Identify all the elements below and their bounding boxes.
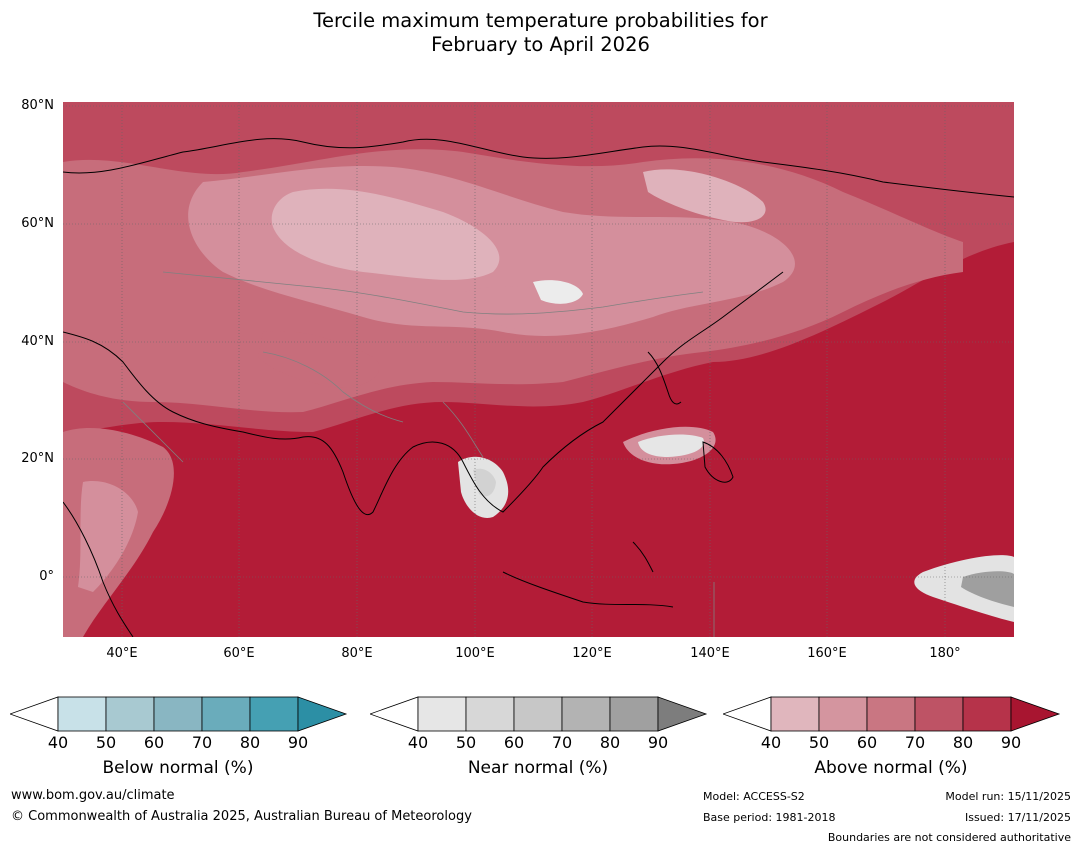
near-normal-pacific (638, 434, 704, 457)
above-normal-70-central-asia (258, 331, 380, 388)
above-tick-40: 40 (760, 733, 782, 752)
boundaries-disclaimer: Boundaries are not considered authoritat… (827, 831, 1071, 844)
below-normal-swatch-80-90 (249, 696, 299, 732)
base-period: Base period: 1981-2018 (703, 811, 836, 824)
lon-label-140e: 140°E (690, 646, 730, 661)
near-normal-legend-title: Near normal (%) (467, 758, 609, 778)
above-normal-swatch-80-90 (962, 696, 1012, 732)
near-normal-swatch-gt90 (657, 696, 708, 732)
near-tick-90: 90 (647, 733, 669, 752)
near-normal-colorbar (370, 696, 708, 732)
below-normal-swatch-gt90 (297, 696, 348, 732)
below-tick-70: 70 (191, 733, 213, 752)
above-tick-70: 70 (904, 733, 926, 752)
near-tick-70: 70 (551, 733, 573, 752)
lat-label-80n: 80°N (21, 98, 54, 113)
above-tick-90: 90 (1000, 733, 1022, 752)
lon-label-40e: 40°E (106, 646, 138, 661)
below-normal-swatch-60-70 (153, 696, 203, 732)
issued-date: Issued: 17/11/2025 (964, 811, 1071, 824)
near-normal-swatch-70-80 (561, 696, 611, 732)
lat-label-0: 0° (39, 569, 54, 584)
below-tick-80: 80 (239, 733, 261, 752)
title-line-1: Tercile maximum temperature probabilitie… (313, 9, 768, 32)
website-link[interactable]: www.bom.gov.au/climate (11, 788, 175, 803)
below-normal-legend-title: Below normal (%) (102, 758, 254, 778)
lat-label-20n: 20°N (21, 451, 54, 466)
near-normal-patch-mongolia (533, 280, 583, 304)
below-normal-colorbar (10, 696, 348, 732)
lon-label-180: 180° (929, 646, 961, 661)
below-normal-swatch-70-80 (201, 696, 251, 732)
above-normal-60-africa (78, 481, 138, 592)
above-tick-80: 80 (952, 733, 974, 752)
chart-title: Tercile maximum temperature probabilitie… (0, 9, 1081, 57)
above-normal-swatch-gt90 (1010, 696, 1061, 732)
graticule (63, 102, 1014, 637)
above-normal-swatch-lt40 (723, 696, 772, 732)
above-normal-swatch-70-80 (914, 696, 964, 732)
lon-label-160e: 160°E (807, 646, 847, 661)
above-normal-50-zone-east (643, 169, 766, 223)
above-tick-60: 60 (856, 733, 878, 752)
above-normal-swatch-40-50 (770, 696, 820, 732)
near-normal-swatch-40-50 (417, 696, 467, 732)
above-normal-legend-title: Above normal (%) (814, 758, 968, 778)
near-normal-swatch-60-70 (513, 696, 563, 732)
model-run-date: Model run: 15/11/2025 (945, 790, 1071, 803)
lon-label-100e: 100°E (455, 646, 495, 661)
near-tick-50: 50 (455, 733, 477, 752)
below-tick-40: 40 (47, 733, 69, 752)
lon-label-80e: 80°E (341, 646, 373, 661)
below-normal-swatch-50-60 (105, 696, 155, 732)
lat-label-40n: 40°N (21, 334, 54, 349)
above-normal-50-zone (271, 188, 500, 280)
below-tick-60: 60 (143, 733, 165, 752)
above-normal-swatch-60-70 (866, 696, 916, 732)
near-tick-80: 80 (599, 733, 621, 752)
near-normal-80-equatorial-pacific (961, 571, 1014, 607)
near-tick-60: 60 (503, 733, 525, 752)
title-line-2: February to April 2026 (431, 33, 650, 56)
below-normal-swatch-lt40 (10, 696, 59, 732)
coastlines (63, 138, 1014, 637)
near-normal-swatch-50-60 (465, 696, 515, 732)
above-normal-swatch-50-60 (818, 696, 868, 732)
lat-label-60n: 60°N (21, 216, 54, 231)
near-tick-40: 40 (407, 733, 429, 752)
country-boundaries (122, 271, 715, 637)
probability-map (63, 102, 1014, 637)
near-normal-swatch-80-90 (609, 696, 659, 732)
near-normal-swatch-lt40 (370, 696, 419, 732)
below-normal-swatch-40-50 (57, 696, 107, 732)
below-tick-90: 90 (287, 733, 309, 752)
below-tick-50: 50 (95, 733, 117, 752)
lon-label-120e: 120°E (572, 646, 612, 661)
above-tick-50: 50 (808, 733, 830, 752)
copyright-notice: © Commonwealth of Australia 2025, Austra… (11, 809, 472, 824)
model-name: Model: ACCESS-S2 (703, 790, 805, 803)
map-canvas (63, 102, 1014, 637)
above-normal-colorbar (723, 696, 1061, 732)
lon-label-60e: 60°E (223, 646, 255, 661)
